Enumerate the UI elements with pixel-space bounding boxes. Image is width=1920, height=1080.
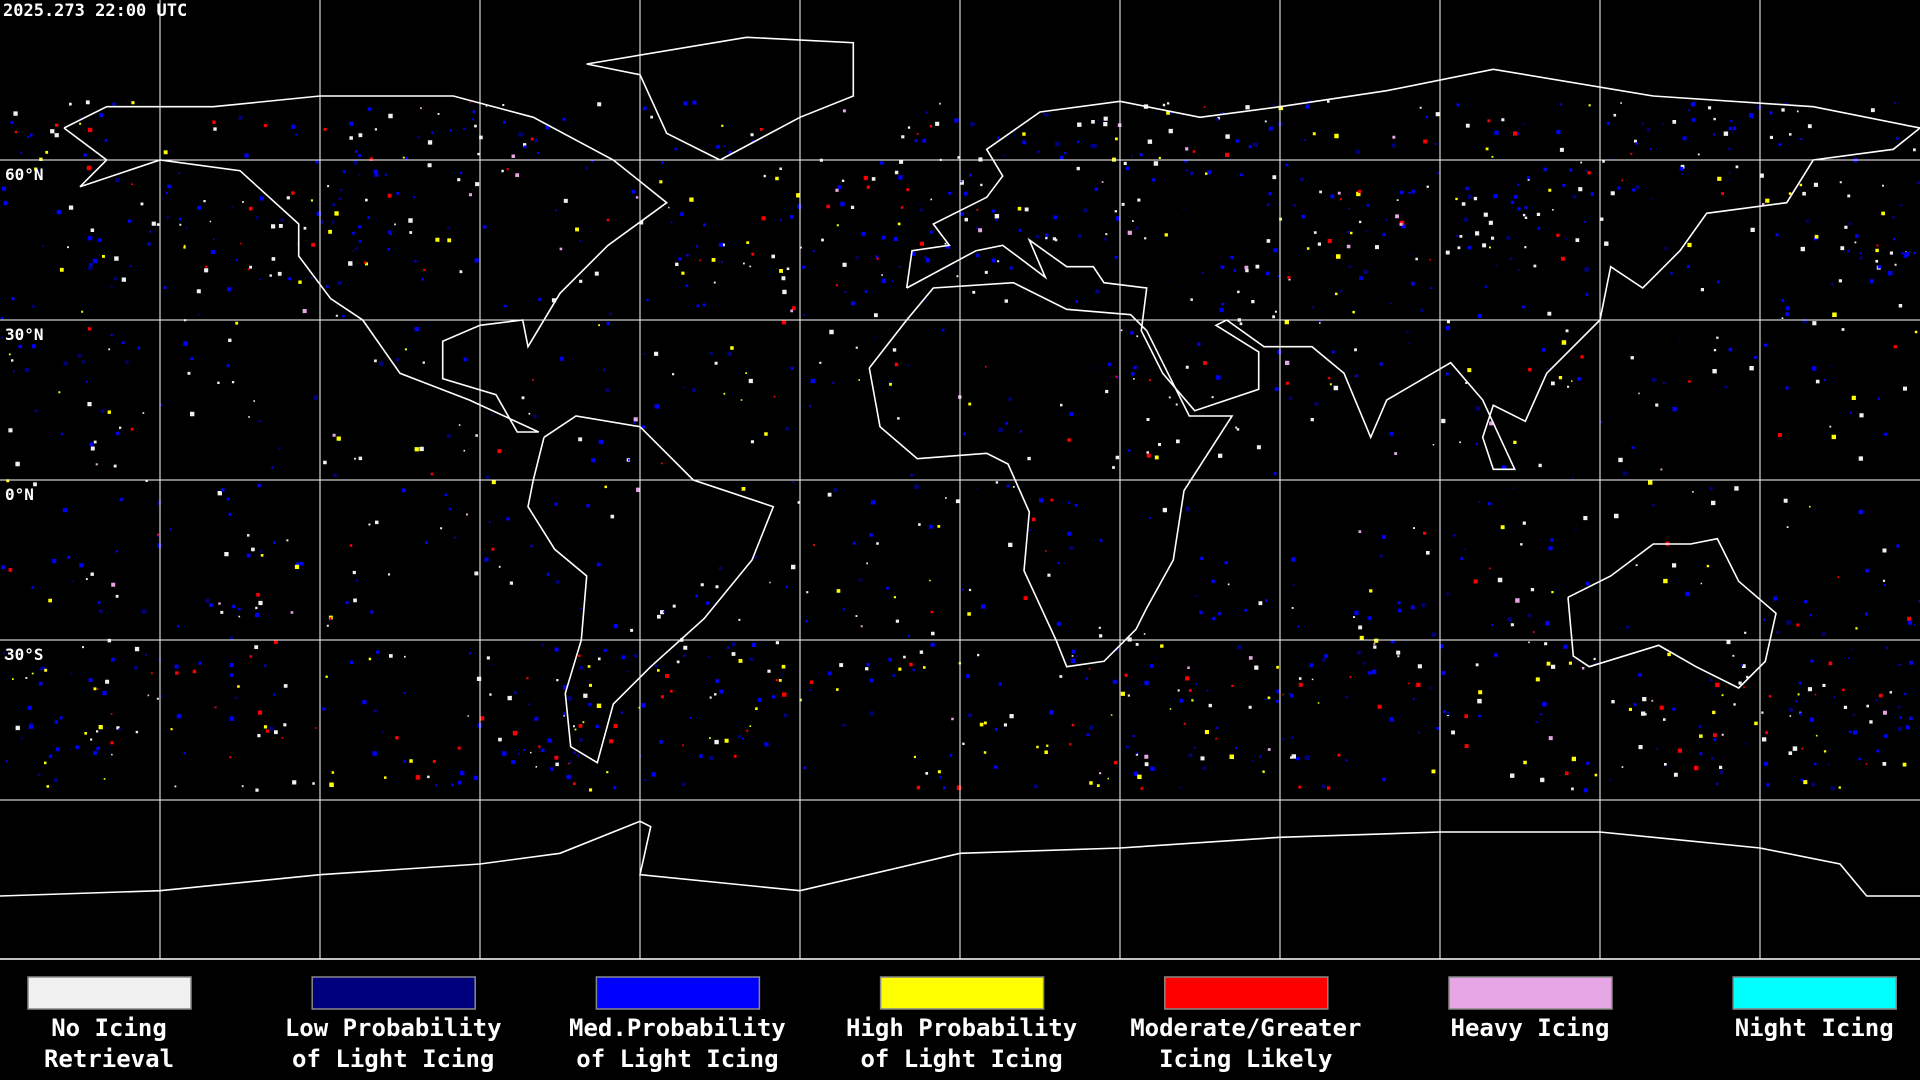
legend-label: Night Icing — [1735, 1014, 1894, 1042]
legend-label: of Light Icing — [292, 1045, 494, 1073]
coastline — [1567, 537, 1777, 689]
legend: No Icing Retrieval Low Probability of Light… — [27, 976, 1897, 1073]
legend-label: Retrieval — [44, 1045, 174, 1073]
legend-label: Icing Likely — [1159, 1045, 1332, 1073]
latitude-label: 30°N — [5, 325, 44, 344]
timestamp: 2025.273 22:00 UTC — [3, 1, 187, 21]
latitude-label: 30°S — [5, 645, 44, 664]
latitude-labels: 60°N 30°N 0°N 30°S — [5, 165, 44, 664]
coastline — [0, 820, 1920, 897]
latitude-label: 60°N — [5, 165, 44, 184]
legend-label: of Light Icing — [576, 1045, 778, 1073]
coastline — [63, 95, 669, 433]
legend-swatch — [1164, 976, 1329, 1010]
latitude-label: 0°N — [5, 485, 34, 504]
legend-label: of Light Icing — [860, 1045, 1062, 1073]
legend-swatch — [1448, 976, 1613, 1010]
legend-swatch — [311, 976, 476, 1010]
graticule — [0, 0, 1920, 959]
legend-label: Low Probability — [285, 1014, 502, 1042]
coastline — [527, 415, 775, 764]
coastlines — [0, 36, 1920, 897]
legend-label: Heavy Icing — [1451, 1014, 1610, 1042]
legend-label: High Probability — [846, 1014, 1077, 1042]
legend-label: Moderate/Greater — [1130, 1014, 1361, 1042]
legend-swatch — [1732, 976, 1897, 1010]
coastline — [868, 281, 1234, 668]
coastline — [905, 68, 1920, 471]
legend-swatch — [879, 976, 1045, 1010]
legend-label: Med.Probability — [569, 1014, 786, 1042]
legend-swatch — [595, 976, 761, 1010]
coastline — [586, 36, 855, 161]
legend-swatch — [27, 976, 192, 1010]
legend-label: No Icing — [51, 1014, 167, 1042]
